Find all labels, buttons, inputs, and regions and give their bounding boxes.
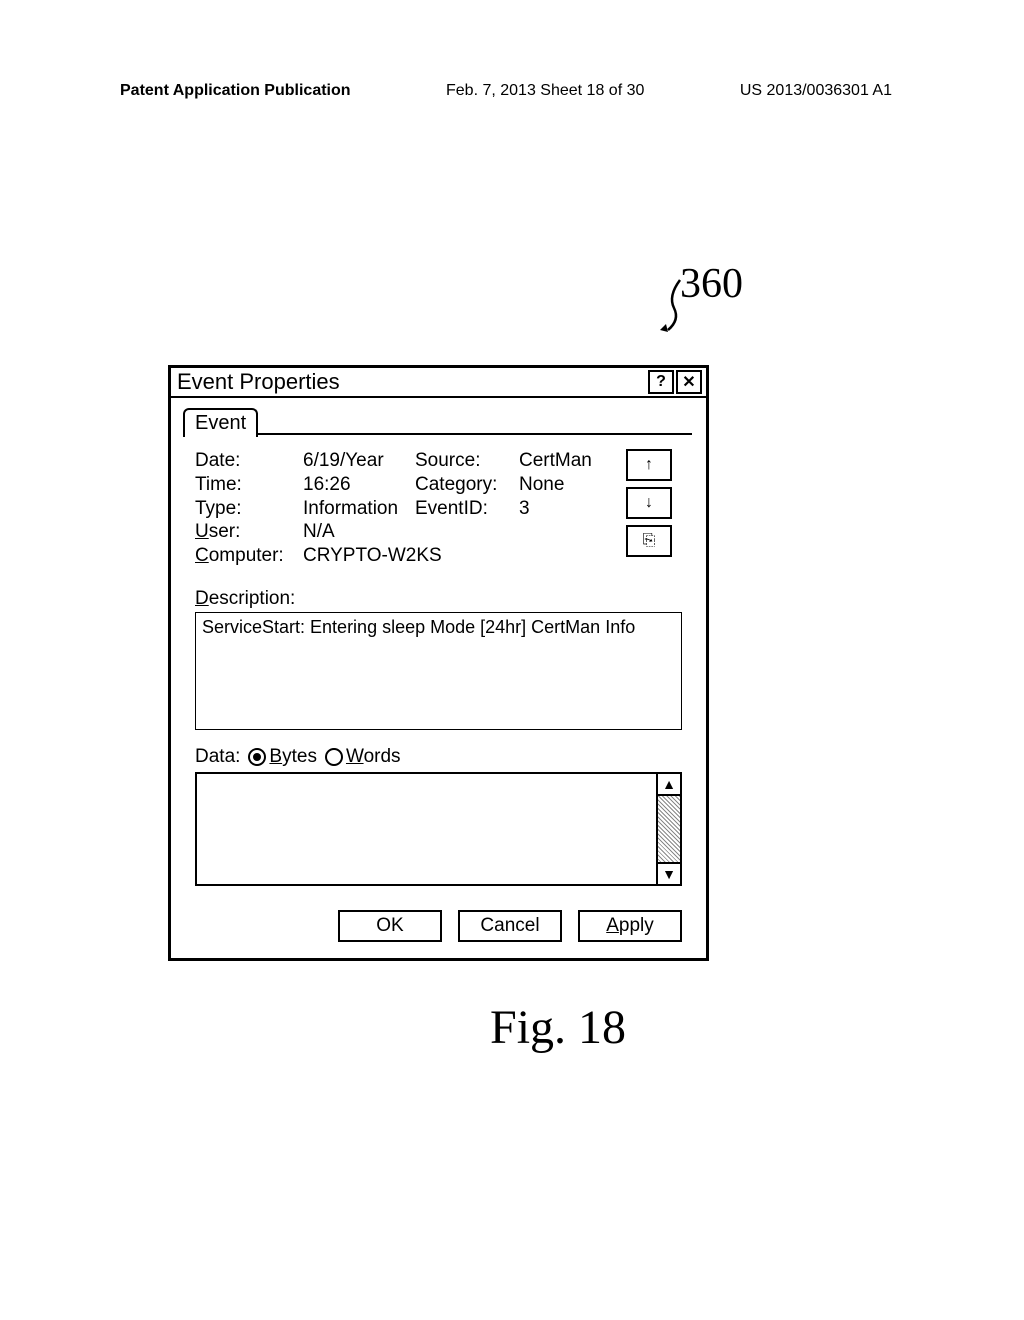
ok-button[interactable]: OK <box>338 910 442 942</box>
page-header: Patent Application Publication Feb. 7, 2… <box>120 82 892 100</box>
data-row: Data: Bytes Words <box>195 746 682 768</box>
details-grid: Date: 6/19/Year Source: CertMan Time: 16… <box>195 449 592 568</box>
cancel-button[interactable]: Cancel <box>458 910 562 942</box>
source-label: Source: <box>415 449 519 473</box>
tab-event[interactable]: Event <box>183 408 258 437</box>
nav-up-button[interactable]: ↑ <box>626 449 672 481</box>
help-button[interactable]: ? <box>648 370 674 394</box>
dialog-title: Event Properties <box>175 369 646 395</box>
nav-buttons: ↑ ↓ ⎘ <box>626 449 672 557</box>
user-value: N/A <box>303 520 415 544</box>
bytes-label: Bytes <box>269 746 317 768</box>
data-box[interactable] <box>195 772 658 886</box>
scroll-up-icon[interactable]: ▲ <box>658 774 680 796</box>
radio-bytes[interactable]: Bytes <box>248 746 317 768</box>
eventid-label: EventID: <box>415 497 519 521</box>
source-value: CertMan <box>519 449 592 473</box>
computer-label: Computer: <box>195 544 303 568</box>
date-label: Date: <box>195 449 303 473</box>
dialog-body: Event Date: 6/19/Year Source: CertMan Ti… <box>171 398 706 958</box>
row-computer: Computer: CRYPTO-W2KS <box>195 544 592 568</box>
words-label: Words <box>346 746 401 768</box>
close-button[interactable]: ✕ <box>676 370 702 394</box>
radio-bytes-dot <box>253 753 261 761</box>
user-label: User: <box>195 520 303 544</box>
category-value: None <box>519 473 564 497</box>
header-right: US 2013/0036301 A1 <box>740 82 892 100</box>
top-section: Date: 6/19/Year Source: CertMan Time: 16… <box>195 449 682 568</box>
apply-button[interactable]: Apply <box>578 910 682 942</box>
category-label: Category: <box>415 473 519 497</box>
event-properties-dialog: Event Properties ? ✕ Event Date: 6/19/Ye… <box>168 365 709 961</box>
nav-down-button[interactable]: ↓ <box>626 487 672 519</box>
scroll-down-icon[interactable]: ▼ <box>658 862 680 884</box>
description-label: Description: <box>195 588 682 610</box>
data-label: Data: <box>195 746 240 768</box>
row-date: Date: 6/19/Year Source: CertMan <box>195 449 592 473</box>
figure-caption: Fig. 18 <box>490 1000 626 1055</box>
time-value: 16:26 <box>303 473 415 497</box>
tab-content: Date: 6/19/Year Source: CertMan Time: 16… <box>185 433 692 942</box>
description-box[interactable]: ServiceStart: Entering sleep Mode [24hr]… <box>195 612 682 730</box>
titlebar: Event Properties ? ✕ <box>171 368 706 398</box>
date-value: 6/19/Year <box>303 449 415 473</box>
button-row: OK Cancel Apply <box>195 910 682 942</box>
row-user: User: N/A <box>195 520 592 544</box>
radio-bytes-circle <box>248 748 266 766</box>
type-value: Information <box>303 497 415 521</box>
header-center: Feb. 7, 2013 Sheet 18 of 30 <box>446 82 644 100</box>
copy-button[interactable]: ⎘ <box>626 525 672 557</box>
radio-words[interactable]: Words <box>325 746 401 768</box>
row-time: Time: 16:26 Category: None <box>195 473 592 497</box>
computer-value: CRYPTO-W2KS <box>303 544 442 568</box>
eventid-value: 3 <box>519 497 530 521</box>
header-left: Patent Application Publication <box>120 82 351 100</box>
reference-number: 360 <box>680 260 743 308</box>
scroll-track[interactable] <box>658 796 680 862</box>
time-label: Time: <box>195 473 303 497</box>
data-scrollbar[interactable]: ▲ ▼ <box>658 772 682 886</box>
radio-words-circle <box>325 748 343 766</box>
row-type: Type: Information EventID: 3 <box>195 497 592 521</box>
type-label: Type: <box>195 497 303 521</box>
data-box-wrap: ▲ ▼ <box>195 772 682 886</box>
